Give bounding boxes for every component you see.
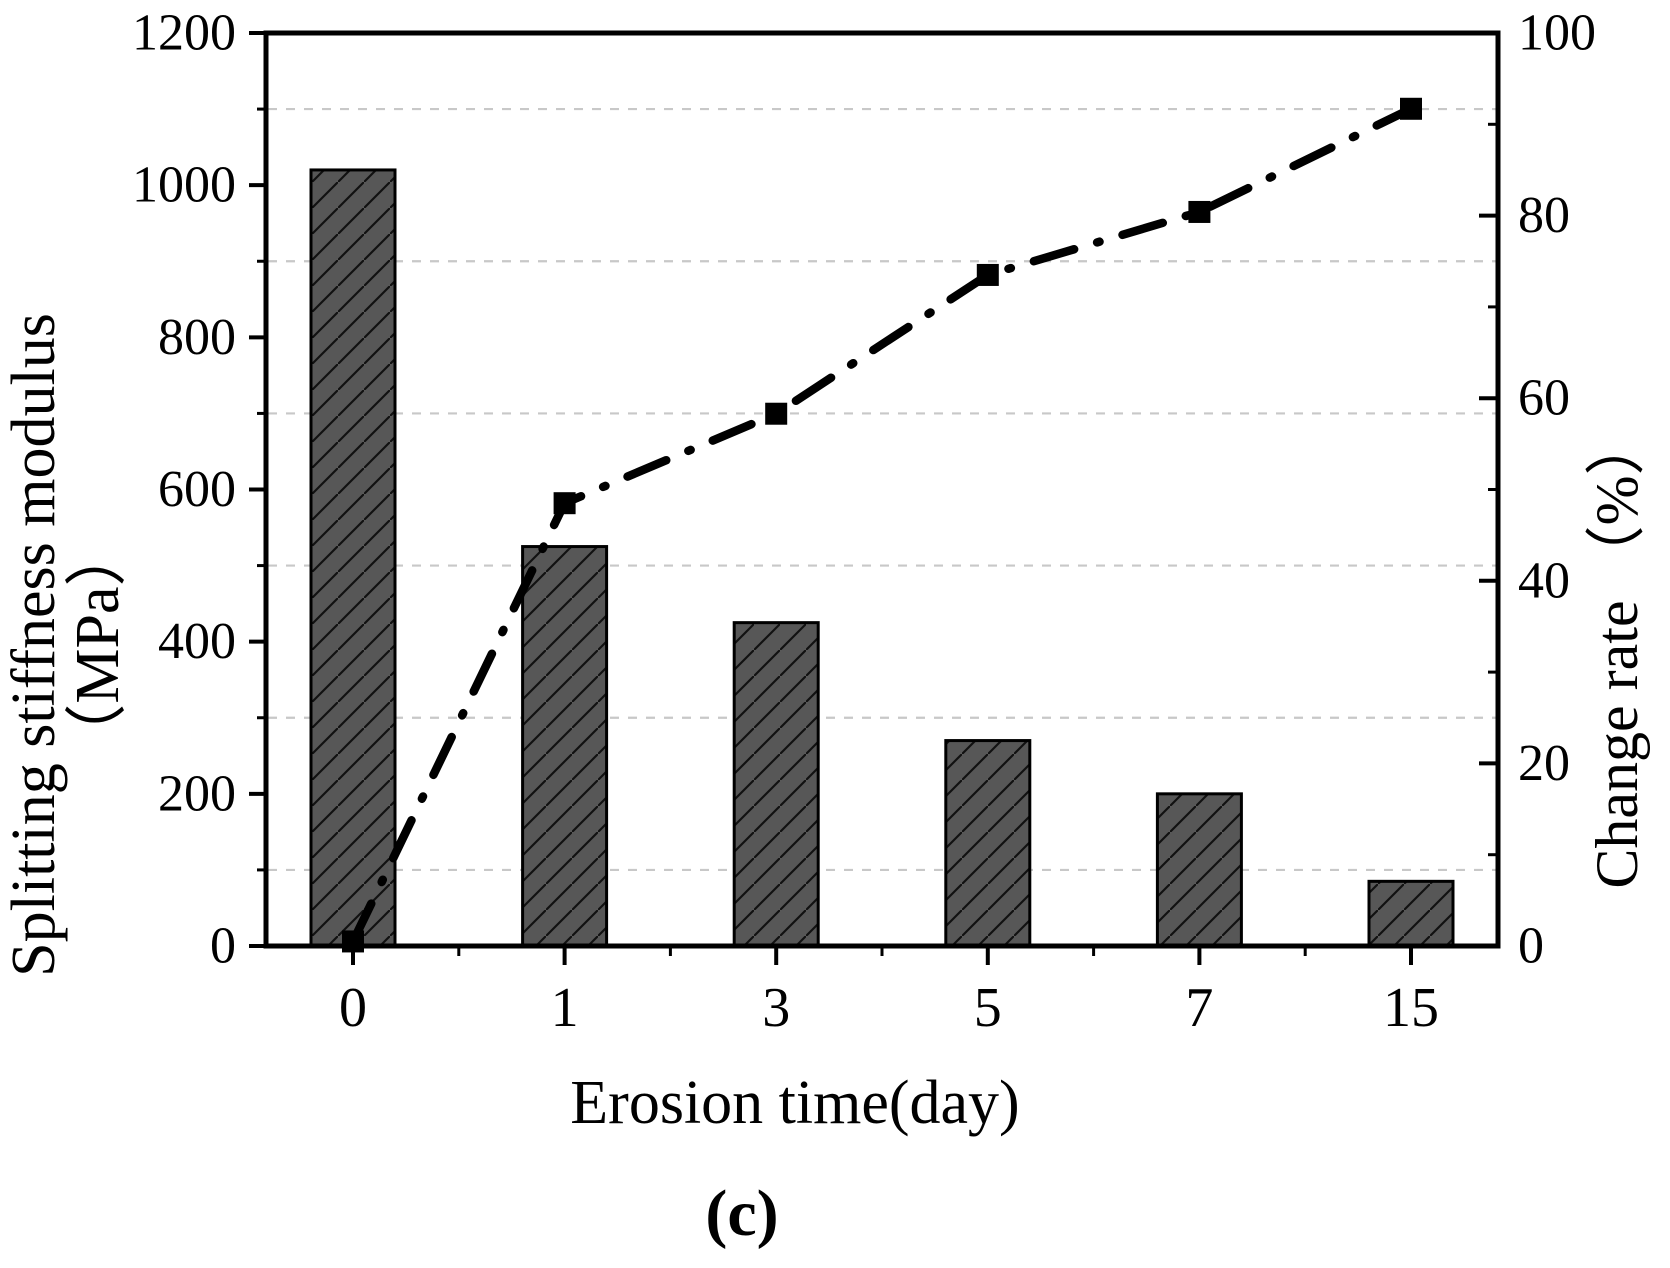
x-tick-label-15: 15 — [1383, 977, 1439, 1039]
x-tick-label-1: 1 — [551, 977, 579, 1039]
right-tick-label-60: 60 — [1518, 370, 1570, 427]
line-marker-day-1 — [553, 492, 576, 515]
line-marker-day-3 — [765, 402, 788, 425]
bar-day-15 — [1367, 879, 1455, 948]
left-tick-label-800: 800 — [158, 309, 236, 366]
left-axis-title-text: Splitting stiffness modulus — [0, 313, 68, 977]
bar-day-7 — [1155, 792, 1243, 948]
right-tick-label-20: 20 — [1518, 735, 1570, 792]
x-axis-title: Erosion time(day) — [395, 1068, 1195, 1138]
left-tick-label-1200: 1200 — [132, 5, 236, 62]
line-marker-day-7 — [1188, 200, 1211, 223]
bar-day-3 — [732, 621, 820, 948]
right-axis-title: Change rate （%） — [1582, 252, 1652, 1052]
x-tick-label-5: 5 — [974, 977, 1002, 1039]
left-tick-label-0: 0 — [210, 918, 236, 975]
bar-day-0 — [309, 168, 397, 948]
figure-caption-text: (c) — [705, 1177, 779, 1250]
x-axis-title-text: Erosion time(day) — [570, 1069, 1020, 1137]
left-tick-label-1000: 1000 — [132, 157, 236, 214]
left-axis-title: Splitting stiffness modulus （MPa） — [0, 195, 132, 1095]
plot-frame — [263, 30, 1501, 949]
figure-caption: (c) — [542, 1176, 942, 1252]
left-tick-label-200: 200 — [158, 765, 236, 822]
x-tick-label-0: 0 — [339, 977, 367, 1039]
bar-day-1 — [521, 545, 609, 948]
right-axis-title-text: Change rate （%） — [1584, 415, 1650, 889]
x-tick-label-7: 7 — [1185, 977, 1213, 1039]
change-rate-line — [348, 104, 1416, 946]
right-tick-label-0: 0 — [1518, 918, 1544, 975]
right-tick-label-80: 80 — [1518, 187, 1570, 244]
bar-day-5 — [944, 739, 1032, 948]
right-tick-label-100: 100 — [1518, 5, 1596, 62]
left-tick-label-600: 600 — [158, 461, 236, 518]
line-marker-day-5 — [976, 263, 999, 286]
left-axis-title-unit: （MPa） — [64, 524, 132, 766]
line-marker-day-15 — [1400, 97, 1422, 120]
left-tick-label-400: 400 — [158, 613, 236, 670]
right-tick-label-40: 40 — [1518, 552, 1570, 609]
x-tick-label-3: 3 — [762, 977, 790, 1039]
